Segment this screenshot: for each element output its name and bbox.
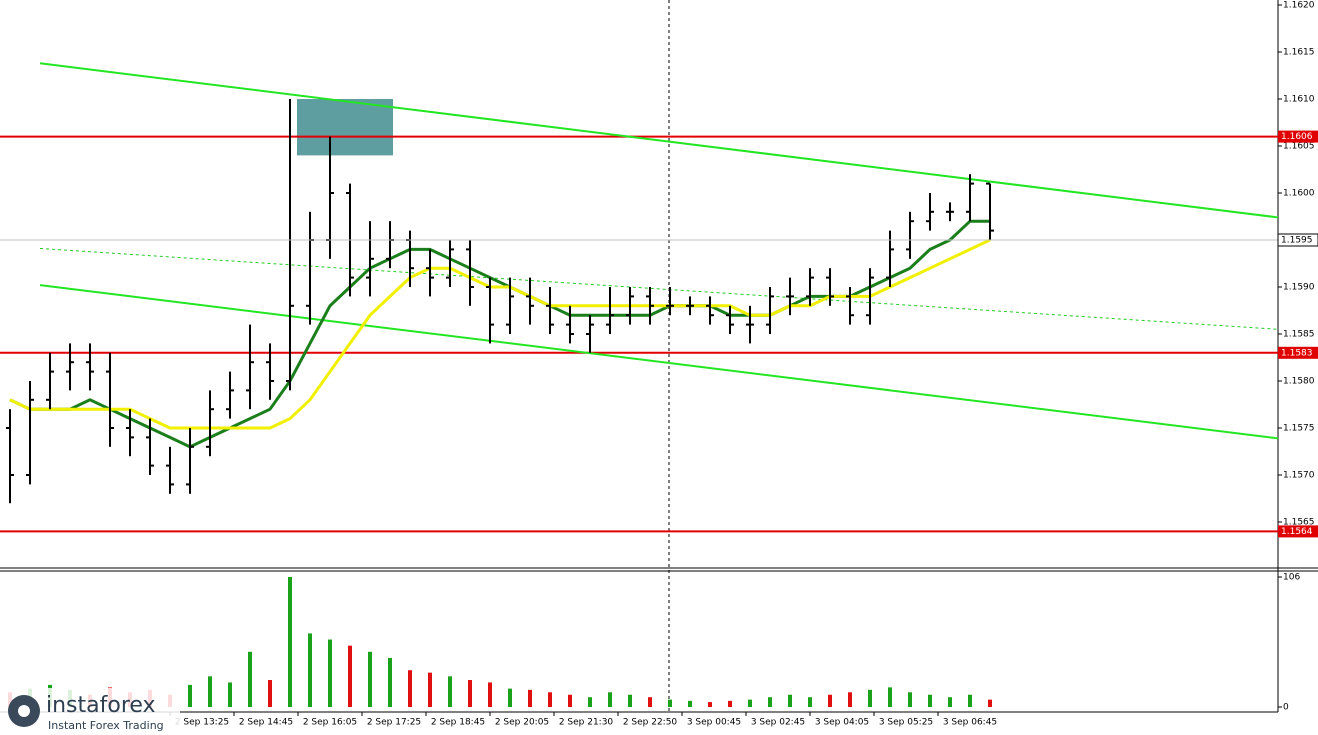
volume-tick-label: 106: [1283, 573, 1300, 583]
volume-bar: [928, 694, 932, 707]
y-tick-label: 1.1590: [1283, 283, 1315, 293]
volume-bar: [988, 699, 992, 707]
volume-bar: [368, 651, 372, 707]
last-price-label: 1.1595: [1281, 236, 1313, 246]
volume-bar: [188, 684, 192, 707]
y-tick-label: 1.1580: [1283, 377, 1315, 387]
last-price-tag: [1277, 233, 1318, 247]
x-tick-label: 2 Sep 18:45: [431, 718, 485, 728]
x-tick-label: 2 Sep 17:25: [367, 718, 421, 728]
y-tick-label: 1.1565: [1283, 518, 1315, 528]
x-tick-label: 2 Sep 20:05: [495, 718, 549, 728]
volume-bar: [708, 702, 712, 707]
volume-bar: [308, 633, 312, 707]
trendline: [39, 62, 1279, 219]
volume-bar: [388, 657, 392, 707]
y-tick-label: 1.1605: [1283, 142, 1315, 152]
y-tick-label: 1.1570: [1283, 471, 1315, 481]
level-label: 1.1564: [1281, 527, 1313, 537]
volume-bar: [908, 692, 912, 707]
volume-bar: [688, 700, 692, 707]
level-tag: [1278, 525, 1318, 538]
volume-bar: [808, 697, 812, 707]
volume-bar: [408, 670, 412, 707]
level-label: 1.1606: [1281, 132, 1313, 142]
y-tick-label: 1.1615: [1283, 48, 1315, 58]
volume-bar: [888, 687, 892, 707]
volume-bar: [568, 694, 572, 707]
volume-bar: [948, 697, 952, 707]
volume-bar: [428, 672, 432, 707]
volume-bar: [668, 699, 672, 707]
volume-bar: [508, 688, 512, 707]
x-tick-label: 3 Sep 04:05: [815, 718, 869, 728]
x-tick-label: 2 Sep 13:25: [175, 718, 229, 728]
volume-bar: [648, 697, 652, 707]
volume-bar: [348, 645, 352, 707]
brand: instaforex: [46, 693, 156, 718]
volume-bar: [728, 700, 732, 707]
volume-bar: [788, 694, 792, 707]
volume-tick-label: 0: [1283, 703, 1289, 713]
y-tick-label: 1.1610: [1283, 95, 1315, 105]
volume-bar: [208, 676, 212, 707]
tagline: Instant Forex Trading: [48, 719, 164, 732]
watermark: instaforex Instant Forex Trading: [0, 688, 180, 735]
volume-bar: [248, 651, 252, 707]
x-tick-label: 3 Sep 00:45: [687, 718, 741, 728]
x-tick-label: 2 Sep 16:05: [303, 718, 357, 728]
volume-bar: [748, 699, 752, 707]
volume-bar: [768, 697, 772, 707]
volume-bar: [488, 682, 492, 707]
volume-bar: [268, 680, 272, 707]
level-tag: [1278, 130, 1318, 143]
x-tick-label: 2 Sep 22:50: [623, 718, 678, 728]
x-tick-label: 2 Sep 21:30: [559, 718, 614, 728]
volume-bar: [588, 697, 592, 707]
volume-bar: [528, 689, 532, 707]
x-tick-label: 3 Sep 02:45: [751, 718, 805, 728]
logo-icon: [18, 705, 30, 717]
volume-bar: [628, 694, 632, 707]
volume-bar: [548, 692, 552, 707]
volume-bar: [828, 694, 832, 707]
volume-bar: [228, 682, 232, 707]
zone: [297, 99, 393, 156]
volume-bar: [608, 692, 612, 707]
x-tick-label: 2 Sep 14:45: [239, 718, 293, 728]
trendline: [39, 284, 1279, 440]
volume-bar: [868, 689, 872, 707]
x-tick-label: 3 Sep 06:45: [943, 718, 997, 728]
moving-average: [9, 238, 991, 430]
y-tick-label: 1.1585: [1283, 330, 1315, 340]
volume-bar: [968, 694, 972, 707]
volume-bar: [288, 577, 292, 707]
x-tick-label: 3 Sep 05:25: [879, 718, 933, 728]
volume-bar: [448, 676, 452, 707]
volume-bar: [848, 692, 852, 707]
volume-bar: [468, 680, 472, 707]
level-tag: [1278, 346, 1318, 359]
y-tick-label: 1.1600: [1283, 189, 1315, 199]
level-label: 1.1583: [1281, 348, 1313, 358]
volume-bar: [328, 639, 332, 707]
y-tick-label: 1.1575: [1283, 424, 1315, 434]
trendline: [39, 247, 1279, 330]
y-tick-label: 1.1620: [1283, 1, 1315, 11]
